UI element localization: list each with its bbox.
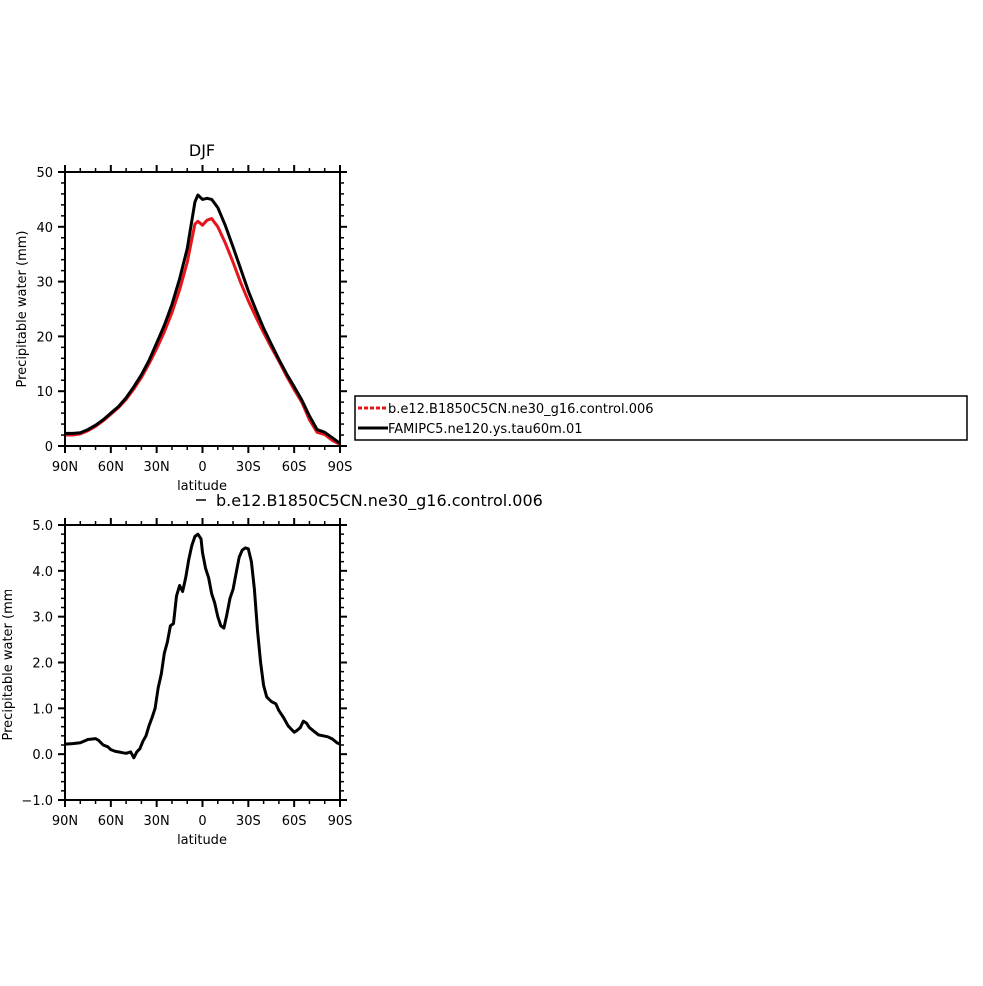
plot-frame <box>64 524 341 801</box>
x-tick-label: 90S <box>328 814 353 829</box>
series-lines <box>65 193 341 446</box>
x-tick-label: 0 <box>198 460 206 475</box>
x-tick-label: 30N <box>144 814 170 829</box>
chart-difference: b.e12.B1850C5CN.ne30_g16.control.006 90N… <box>1 491 543 848</box>
y-axis-label: Precipitable water (mm) <box>1 584 16 741</box>
y-tick-label: 3.0 <box>32 611 53 626</box>
y-tick-label: 4.0 <box>32 565 53 580</box>
legend-entry-control: b.e12.B1850C5CN.ne30_g16.control.006 <box>388 402 654 417</box>
series-lines <box>64 532 341 760</box>
axis-ticks <box>58 518 347 807</box>
y-tick-label: 20 <box>36 330 53 345</box>
chart-title: DJF <box>189 141 215 160</box>
y-tick-label: 50 <box>36 166 53 181</box>
x-axis-label: latitude <box>177 479 227 494</box>
series-line-1 <box>65 193 341 445</box>
x-tick-label: 30S <box>236 460 261 475</box>
legend-box <box>354 395 968 441</box>
y-tick-label: 0 <box>45 440 53 455</box>
chart-title: b.e12.B1850C5CN.ne30_g16.control.006 <box>216 491 543 511</box>
legend: b.e12.B1850C5CN.ne30_g16.control.006 FAM… <box>354 395 968 441</box>
y-tick-label: 0.0 <box>32 748 53 763</box>
chart-djf: DJF 90N 60N 30N 0 30S 60S 90S 0 10 20 30 40 50 latit… <box>15 141 352 494</box>
x-tick-label: 0 <box>198 814 206 829</box>
tick-labels: 90N 60N 30N 0 30S 60S 90S −1.0 0.0 1.0 2.0 3.0 4.0 5.… <box>21 519 352 829</box>
y-tick-label: −1.0 <box>21 794 53 809</box>
y-tick-label: 1.0 <box>32 702 53 717</box>
y-tick-label: 40 <box>36 221 53 236</box>
x-tick-label: 60S <box>282 814 307 829</box>
series-line-0 <box>64 532 341 760</box>
y-tick-label: 2.0 <box>32 657 53 672</box>
x-tick-label: 30N <box>144 460 170 475</box>
x-tick-label: 60N <box>98 814 124 829</box>
x-tick-label: 60S <box>282 460 307 475</box>
x-axis-label: latitude <box>177 833 227 848</box>
x-tick-label: 90N <box>52 460 78 475</box>
tick-labels: 90N 60N 30N 0 30S 60S 90S 0 10 20 30 40 50 <box>36 166 352 475</box>
y-axis-label: Precipitable water (mm) <box>15 231 30 388</box>
x-tick-label: 30S <box>236 814 261 829</box>
y-tick-label: 30 <box>36 276 53 291</box>
y-tick-label: 5.0 <box>32 519 53 534</box>
y-tick-label: 10 <box>36 385 53 400</box>
legend-entry-famip: FAMIPC5.ne120.ys.tau60m.01 <box>388 422 583 437</box>
x-tick-label: 90N <box>52 814 78 829</box>
x-tick-label: 60N <box>98 460 124 475</box>
axis-ticks <box>58 165 347 453</box>
plot-frame <box>64 171 341 447</box>
x-tick-label: 90S <box>328 460 353 475</box>
series-line-0 <box>65 217 341 446</box>
